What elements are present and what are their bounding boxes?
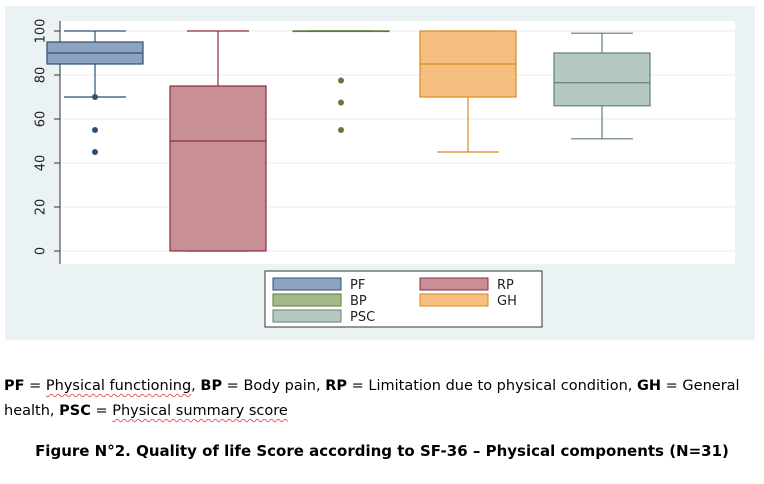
desc-gh: General health [4,378,740,419]
figure-caption: Figure N°2. Quality of life Score accord… [35,442,729,460]
legend-label-bp: BP [350,294,367,309]
legend-label-psc: PSC [350,310,375,325]
boxplot-chart: 0 20 40 60 80 100 PF RP BP GH PSC [34,19,735,328]
y-tick-label: 80 [34,67,49,84]
chart-panel: 0 20 40 60 80 100 PF RP BP GH PSC [5,6,755,340]
legend-label-rp: RP [497,278,514,293]
legend-swatch-pf [272,277,342,291]
desc-rp: Limitation due to physical condition [368,378,628,394]
outlier-pf [92,149,98,155]
desc-bp: Body pain [243,378,316,394]
abbr-pf: PF [4,378,25,394]
outlier-bp [338,127,344,133]
legend-label-pf: PF [350,278,365,293]
abbreviation-legend: PF = Physical functioning, BP = Body pai… [4,378,740,419]
outlier-pf [92,94,98,100]
y-tick-label: 20 [34,199,49,216]
outlier-bp [338,77,344,84]
y-tick-label: 60 [34,111,49,128]
legend-swatch-rp [419,277,489,291]
legend-label-gh: GH [497,294,517,309]
abbr-gh: GH [637,378,662,394]
legend-swatch-psc [272,309,342,323]
abbr-rp: RP [325,378,347,394]
desc-psc: Physical summary score [112,403,288,419]
legend-swatch-gh [419,293,489,307]
outlier-bp [338,99,344,106]
abbr-bp: BP [200,378,223,394]
y-tick-label: 0 [34,247,49,255]
abbr-psc: PSC [59,403,91,419]
legend-swatch-bp [272,293,342,307]
box-psc [553,52,651,107]
box-rp [169,85,267,252]
desc-pf: Physical functioning [45,378,192,394]
y-tick-label: 40 [34,155,49,172]
y-tick-label: 100 [34,19,49,44]
outlier-pf [92,127,98,133]
